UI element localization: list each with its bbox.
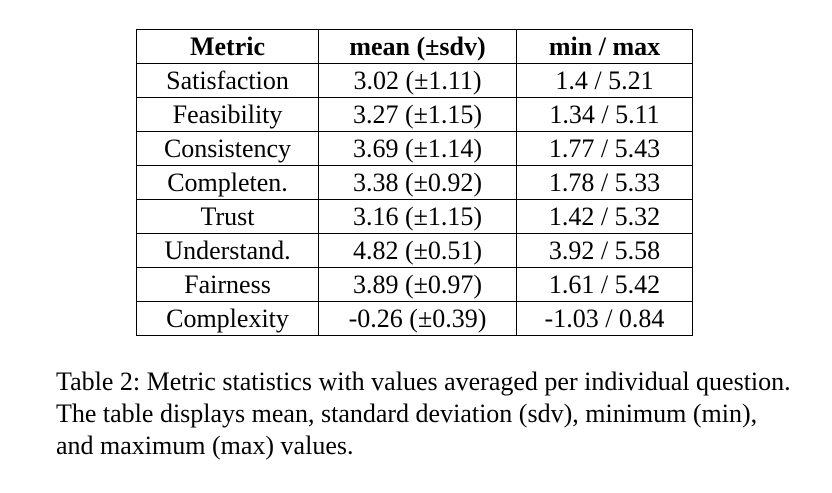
mean-sdv-cell: 3.16 (±1.15) (318, 199, 517, 234)
mean-sdv-cell: 3.02 (±1.11) (318, 63, 517, 98)
header-metric: Metric (136, 29, 319, 64)
metric-cell: Completen. (136, 165, 319, 200)
table-row: Feasibility 3.27 (±1.15) 1.34 / 5.11 (136, 97, 693, 132)
table-caption: Table 2: Metric statistics with values a… (56, 367, 791, 460)
min-max-cell: 1.61 / 5.42 (516, 267, 693, 302)
table-row: Consistency 3.69 (±1.14) 1.77 / 5.43 (136, 131, 693, 166)
mean-sdv-cell: 3.89 (±0.97) (318, 267, 517, 302)
table-row: Trust 3.16 (±1.15) 1.42 / 5.32 (136, 199, 693, 234)
mean-sdv-cell: 3.27 (±1.15) (318, 97, 517, 132)
mean-sdv-cell: 3.38 (±0.92) (318, 165, 517, 200)
header-min-max: min / max (516, 29, 693, 64)
metric-cell: Understand. (136, 233, 319, 268)
mean-sdv-cell: 4.82 (±0.51) (318, 233, 517, 268)
table-row: Completen. 3.38 (±0.92) 1.78 / 5.33 (136, 165, 693, 200)
metric-cell: Consistency (136, 131, 319, 166)
metric-statistics-table: Metric mean (±sdv) min / max Satisfactio… (136, 29, 693, 336)
min-max-cell: -1.03 / 0.84 (516, 301, 693, 336)
min-max-cell: 1.78 / 5.33 (516, 165, 693, 200)
metric-cell: Trust (136, 199, 319, 234)
table-header-row: Metric mean (±sdv) min / max (136, 29, 693, 64)
min-max-cell: 1.77 / 5.43 (516, 131, 693, 166)
metric-cell: Feasibility (136, 97, 319, 132)
mean-sdv-cell: 3.69 (±1.14) (318, 131, 517, 166)
min-max-cell: 1.34 / 5.11 (516, 97, 693, 132)
table-row: Fairness 3.89 (±0.97) 1.61 / 5.42 (136, 267, 693, 302)
table-row: Understand. 4.82 (±0.51) 3.92 / 5.58 (136, 233, 693, 268)
metric-cell: Satisfaction (136, 63, 319, 98)
metric-cell: Fairness (136, 267, 319, 302)
min-max-cell: 1.42 / 5.32 (516, 199, 693, 234)
min-max-cell: 1.4 / 5.21 (516, 63, 693, 98)
table-row: Complexity -0.26 (±0.39) -1.03 / 0.84 (136, 301, 693, 336)
table-row: Satisfaction 3.02 (±1.11) 1.4 / 5.21 (136, 63, 693, 98)
metric-cell: Complexity (136, 301, 319, 336)
min-max-cell: 3.92 / 5.58 (516, 233, 693, 268)
mean-sdv-cell: -0.26 (±0.39) (318, 301, 517, 336)
header-mean-sdv: mean (±sdv) (318, 29, 517, 64)
